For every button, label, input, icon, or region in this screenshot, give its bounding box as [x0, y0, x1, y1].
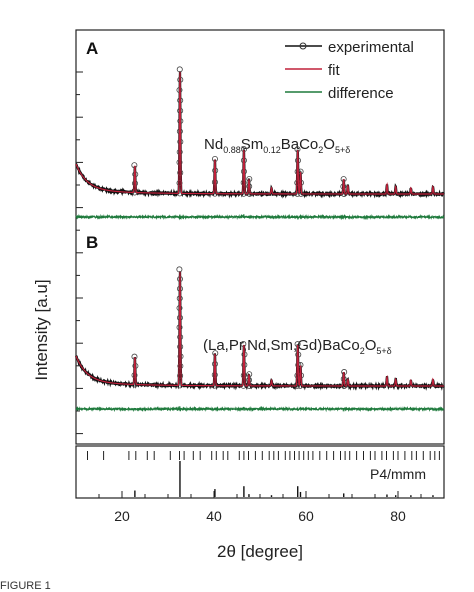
caption-fragment: FIGURE 1 — [0, 580, 51, 592]
experimental-point-b-1-12 — [176, 266, 183, 273]
difference-line-a — [75, 213, 445, 221]
fit-line-a — [75, 71, 444, 195]
x-tick-label-20: 20 — [114, 508, 130, 524]
compound-label-a: Nd0.88Sm0.12BaCo2O5+δ — [204, 136, 350, 155]
plot-frame — [75, 29, 445, 445]
panel-a-series — [75, 66, 445, 221]
fit-line-b — [75, 271, 444, 387]
panel-b-series — [74, 266, 445, 413]
reference-label: P4/mmm — [370, 466, 426, 482]
reference-pattern — [87, 451, 440, 497]
x-tick-label-40: 40 — [206, 508, 222, 524]
experimental-point-b-3-1 — [240, 372, 247, 379]
legend-label-fit: fit — [328, 62, 341, 79]
y-axis-label: Intensity [a.u] — [32, 279, 51, 380]
panel-label-a: A — [86, 39, 98, 58]
difference-line-b — [75, 405, 445, 413]
compound-label-b: (La,Pr,Nd,Sm,Gd)BaCo2O5+δ — [203, 337, 392, 356]
axes-ticks: 20 40 60 80 — [75, 71, 445, 524]
legend-label-difference: difference — [328, 85, 394, 102]
experimental-point-a-1-12 — [176, 66, 183, 73]
panel-label-b: B — [86, 233, 98, 252]
legend-marker-experimental — [299, 42, 307, 50]
experimental-line-b — [74, 271, 445, 391]
experimental-point-b-1-1 — [177, 372, 184, 379]
x-tick-label-80: 80 — [390, 508, 406, 524]
x-axis-label: 2θ [degree] — [217, 542, 303, 561]
experimental-point-a-2-1 — [211, 179, 218, 186]
x-tick-label-60: 60 — [298, 508, 314, 524]
legend-label-experimental: experimental — [328, 39, 414, 56]
legend: experimental fit difference — [285, 39, 414, 102]
